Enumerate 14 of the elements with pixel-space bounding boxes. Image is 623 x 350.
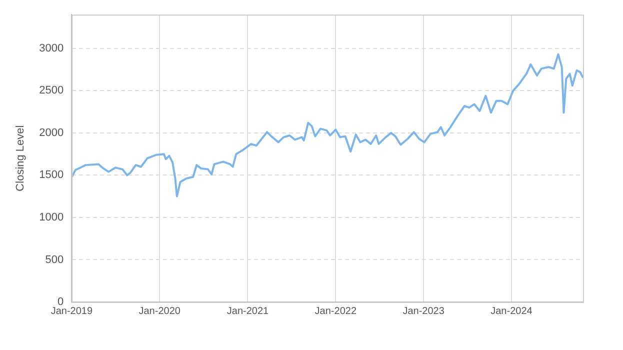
- y-tick-label: 1500: [39, 169, 64, 182]
- y-tick-label: 2500: [39, 84, 64, 97]
- y-tick-label: 3000: [39, 42, 64, 54]
- x-tick-label: Jan-2022: [314, 306, 357, 317]
- x-tick-label: Jan-2024: [490, 306, 533, 317]
- x-tick-label: Jan-2023: [402, 306, 445, 317]
- y-tick-label: 1000: [39, 212, 64, 224]
- y-tick-label: 0: [58, 296, 64, 308]
- y-tick-label: 2000: [39, 126, 64, 139]
- x-tick-label: Jan-2019: [50, 306, 93, 317]
- y-axis-title: Closing Level: [14, 125, 27, 192]
- y-tick-label: 500: [45, 254, 64, 266]
- x-tick-label: Jan-2020: [138, 306, 181, 317]
- x-tick-label: Jan-2021: [226, 306, 270, 317]
